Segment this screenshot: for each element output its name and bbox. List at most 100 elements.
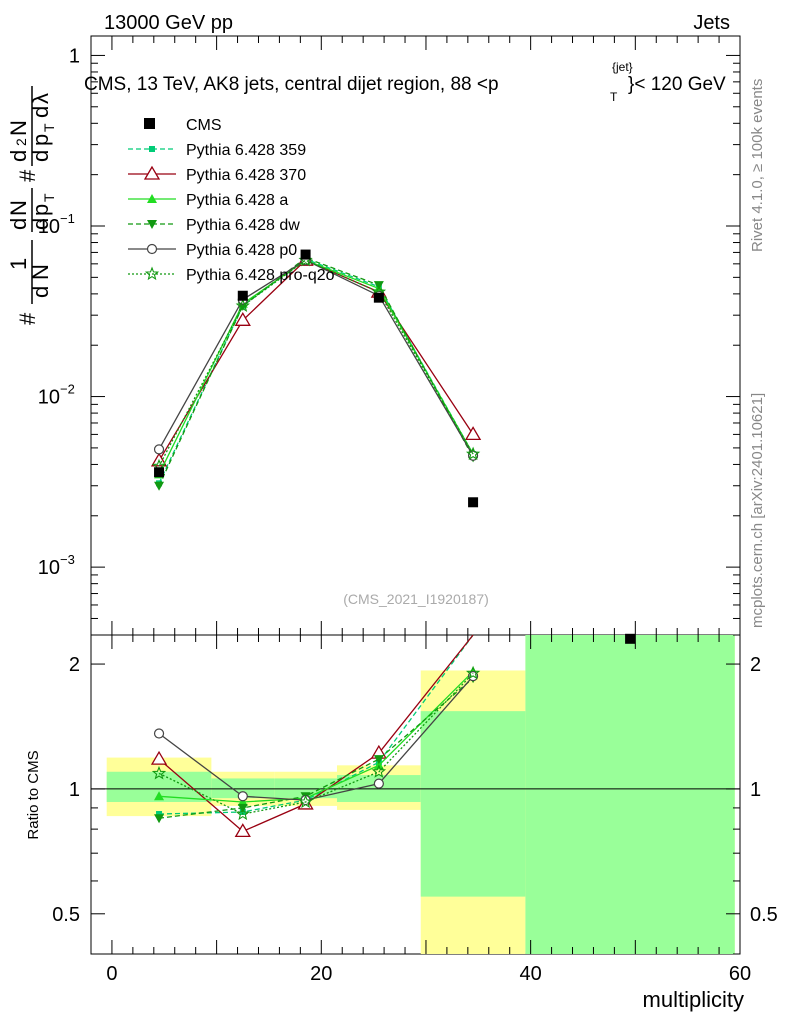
process-label: 13000 GeV pp <box>104 12 233 34</box>
cms-data-point-1 <box>237 290 248 301</box>
main-series-line-2 <box>158 259 474 475</box>
cms-data-point-3 <box>373 292 384 303</box>
ratio-series-marker-5-3 <box>371 764 387 778</box>
main-y-tick-label-2: 10 <box>38 387 60 409</box>
title-superscript: {jet} <box>612 60 633 74</box>
ratio-series-marker-1-0 <box>150 750 168 765</box>
ratio-series-marker-2-0 <box>154 791 165 801</box>
ratio-uncertainty-bands <box>106 635 735 954</box>
legend-label-5: Pythia 6.428 pro-q2o <box>186 267 335 284</box>
svg-text:d: d <box>28 106 53 118</box>
ratio-series-line-5 <box>158 672 474 815</box>
main-series-marker-1-4 <box>464 426 482 441</box>
main-y-tick-label-0: 1 <box>69 45 80 67</box>
ratio-series-marker-3-3 <box>373 755 384 765</box>
ratio-plot-frame <box>90 634 741 955</box>
svg-text:p: p <box>28 134 53 146</box>
main-y-tick-exponent-3: −3 <box>60 552 75 567</box>
cms-data-point-0 <box>154 467 165 478</box>
svg-text:p: p <box>28 204 53 216</box>
legend-marker-3 <box>147 220 157 229</box>
legend-label-2: Pythia 6.428 a <box>186 192 288 209</box>
ratio-series-marker-3-0 <box>154 814 165 824</box>
svg-text:d: d <box>28 286 53 298</box>
svg-text:N: N <box>6 200 31 216</box>
legend-label-4: Pythia 6.428 p0 <box>186 242 297 259</box>
x-tick-label-3: 60 <box>729 963 751 985</box>
svg-text:T: T <box>41 123 57 132</box>
ratio-band-green-1 <box>211 778 275 799</box>
legend-marker-cms <box>144 118 155 129</box>
main-series-line-1 <box>158 259 474 462</box>
main-series-marker-5-4 <box>465 446 481 461</box>
ratio-y-axis-label: Ratio to CMS <box>25 750 42 839</box>
svg-text:d: d <box>28 150 53 162</box>
x-tick-label-2: 40 <box>520 963 542 985</box>
ratio-y-tick-label-right-2: 2 <box>750 654 761 676</box>
ratio-series-marker-4-0 <box>153 728 165 739</box>
legend-label-0: Pythia 6.428 359 <box>186 142 306 159</box>
legend-label-cms: CMS <box>186 117 222 134</box>
legend-label-1: Pythia 6.428 370 <box>186 167 306 184</box>
ratio-y-tick-label-right-0: 0.5 <box>750 904 778 926</box>
ratio-y-tick-label-left-0: 0.5 <box>52 904 80 926</box>
main-series-line-4 <box>158 259 474 457</box>
svg-text:N: N <box>28 264 53 280</box>
analysis-watermark: (CMS_2021_I1920187) <box>343 591 489 607</box>
svg-text:#: # <box>15 312 40 325</box>
svg-text:T: T <box>41 193 57 202</box>
title-main: CMS, 13 TeV, AK8 jets, central dijet reg… <box>84 74 499 95</box>
svg-text:2: 2 <box>13 138 29 146</box>
ratio-series-marker-5-0 <box>151 765 167 780</box>
ratio-axis-ticks: 0.5 0.51 12 20 20 40 60 <box>52 635 778 985</box>
ratio-series-marker-4-1 <box>237 791 248 802</box>
legend-marker-5 <box>144 266 160 281</box>
ratio-series-lines <box>150 634 481 838</box>
ratio-band-green-5 <box>525 635 735 954</box>
x-tick-label-1: 20 <box>310 963 332 985</box>
title-tail: }< 120 GeV <box>628 74 726 95</box>
main-series-marker-5-1 <box>235 298 250 313</box>
cms-data-point-5 <box>625 633 636 644</box>
main-y-tick-label-3: 10 <box>38 557 60 579</box>
rivet-version-label: Rivet 4.1.0, ≥ 100k events <box>749 79 766 252</box>
main-y-tick-label-1: 10 <box>38 216 60 238</box>
cms-data-points <box>154 249 636 644</box>
legend-marker-0 <box>149 146 155 152</box>
svg-text:d: d <box>6 218 31 230</box>
ratio-series-marker-5-1 <box>235 806 250 821</box>
title-subscript: T <box>610 90 618 104</box>
main-series-line-5 <box>158 259 474 467</box>
main-series-marker-4-0 <box>153 444 165 455</box>
ratio-series-marker-0-0 <box>156 811 163 818</box>
x-axis-label: multiplicity <box>643 987 744 1012</box>
x-tick-label-0: 0 <box>106 963 117 985</box>
mcplots-source-label: mcplots.cern.ch [arXiv:2401.10621] <box>749 393 766 628</box>
legend-marker-1 <box>143 165 161 180</box>
ratio-series-marker-5-2 <box>298 794 313 809</box>
plot-title: CMS, 13 TeV, AK8 jets, central dijet reg… <box>84 60 726 104</box>
ratio-y-tick-label-left-2: 2 <box>69 654 80 676</box>
cms-data-point-4 <box>468 497 479 508</box>
legend-label-3: Pythia 6.428 dw <box>186 217 300 234</box>
main-y-tick-exponent-2: −2 <box>60 382 75 397</box>
svg-text:#: # <box>15 169 40 182</box>
svg-text:d: d <box>6 150 31 162</box>
legend-marker-4 <box>146 243 158 255</box>
main-series-lines <box>150 251 482 491</box>
category-label: Jets <box>693 12 730 34</box>
main-series-marker-3-0 <box>154 481 165 491</box>
ratio-series-marker-5-4 <box>465 665 481 680</box>
ratio-band-green-4 <box>420 711 526 897</box>
ratio-y-tick-label-left-1: 1 <box>69 779 80 801</box>
cms-data-point-2 <box>300 249 311 260</box>
svg-text:λ: λ <box>28 93 53 104</box>
ratio-series-marker-4-3 <box>373 778 384 789</box>
svg-text:1: 1 <box>6 258 31 270</box>
svg-text:d: d <box>28 218 53 230</box>
main-series-line-3 <box>158 257 474 486</box>
svg-text:N: N <box>6 120 31 136</box>
main-series-marker-1-1 <box>234 312 251 326</box>
main-axis-ticks: 110−110−210−3 <box>38 36 741 636</box>
